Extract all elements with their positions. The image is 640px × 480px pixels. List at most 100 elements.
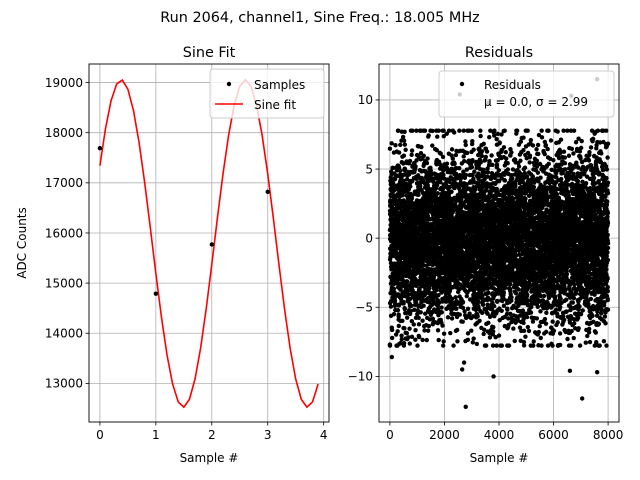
residual-point <box>495 131 501 137</box>
residual-point <box>436 292 441 298</box>
residual-point <box>408 308 414 314</box>
residual-point <box>424 337 429 343</box>
sine-fit-gridlines <box>89 64 329 422</box>
sample-point <box>153 291 159 296</box>
y-tick-label: 17000 <box>45 176 83 190</box>
sample-point <box>97 146 103 151</box>
residual-point <box>389 335 395 341</box>
residual-point <box>404 310 409 316</box>
residual-point <box>413 337 418 342</box>
residual-point <box>434 182 440 188</box>
residual-point <box>454 306 459 311</box>
residual-point <box>469 128 475 133</box>
residual-point <box>409 152 414 158</box>
residual-point <box>409 148 415 153</box>
residual-point <box>419 144 424 150</box>
residual-point <box>425 328 431 333</box>
residual-point <box>439 305 444 310</box>
residual-point <box>435 328 441 333</box>
sine-fit-legend-box <box>209 68 325 119</box>
y-tick-label: 13000 <box>45 377 83 391</box>
residual-point <box>441 339 446 344</box>
residual-point <box>418 310 423 315</box>
residual-point <box>461 159 467 164</box>
residual-point <box>494 136 499 142</box>
residual-point <box>396 323 401 329</box>
residual-point <box>396 128 401 133</box>
residual-point <box>508 286 513 292</box>
residual-point <box>509 295 514 300</box>
legend-samples-marker <box>226 81 232 87</box>
residuals-title: Residuals <box>465 45 533 61</box>
residual-point <box>422 128 428 133</box>
residual-point <box>494 343 499 348</box>
residual-point <box>396 150 402 155</box>
residual-point <box>464 293 469 299</box>
residual-point <box>521 135 526 140</box>
residual-point <box>504 156 509 161</box>
residual-point <box>415 311 420 317</box>
residual-point <box>486 290 491 296</box>
residual-point <box>450 156 455 161</box>
residual-point <box>423 311 428 316</box>
residual-point <box>495 158 500 163</box>
residual-point <box>413 328 418 333</box>
residual-point <box>441 331 447 336</box>
sine-fit-marks <box>97 78 319 409</box>
residual-point <box>497 140 502 145</box>
residual-point <box>441 172 446 177</box>
residual-point <box>465 337 471 343</box>
residual-point <box>484 149 490 154</box>
residual-point <box>475 298 481 304</box>
residual-point <box>407 341 413 346</box>
residual-point <box>402 306 407 312</box>
residual-point <box>424 160 430 166</box>
residual-point <box>470 138 475 144</box>
residual-point <box>440 323 445 328</box>
residual-point <box>512 338 517 344</box>
residual-point <box>401 161 406 166</box>
residual-point <box>518 172 524 177</box>
residual-point <box>521 343 527 348</box>
residual-point <box>391 311 397 317</box>
residual-point <box>405 279 410 284</box>
residuals-marks <box>387 77 611 409</box>
residual-point <box>487 135 492 140</box>
residual-point <box>425 182 430 188</box>
residual-point <box>426 133 431 138</box>
x-tick-label: 3 <box>264 428 272 442</box>
residual-point <box>518 158 523 163</box>
residual-point <box>502 178 508 183</box>
residual-point <box>408 184 413 189</box>
residual-point <box>397 221 402 226</box>
sine-fit-panel: Sine Fit 0 1 2 3 413000140001500016000170001… <box>15 45 330 465</box>
residual-point <box>439 310 445 315</box>
residual-point <box>499 343 505 348</box>
residual-point <box>430 143 435 148</box>
residual-point <box>434 288 439 293</box>
residual-point <box>518 139 524 144</box>
residual-point <box>479 153 485 159</box>
residual-point <box>487 159 492 164</box>
residual-point <box>430 316 436 322</box>
x-tick-label: 4 <box>320 428 328 442</box>
residual-point <box>413 300 419 305</box>
residual-point <box>390 165 395 171</box>
residual-point <box>420 337 425 343</box>
legend-sine-fit-label: Sine fit <box>254 98 296 112</box>
residual-point <box>467 311 472 316</box>
y-tick-label: 16000 <box>45 226 83 240</box>
residual-point <box>465 306 471 311</box>
residual-point <box>480 302 486 307</box>
residual-point <box>521 320 526 326</box>
residual-point <box>395 308 401 313</box>
residual-point <box>425 213 431 219</box>
residual-point <box>490 329 496 334</box>
residual-point <box>402 326 407 331</box>
residual-point <box>448 330 453 336</box>
residual-point <box>509 150 514 155</box>
sample-point <box>209 242 214 247</box>
residual-point <box>399 333 404 338</box>
